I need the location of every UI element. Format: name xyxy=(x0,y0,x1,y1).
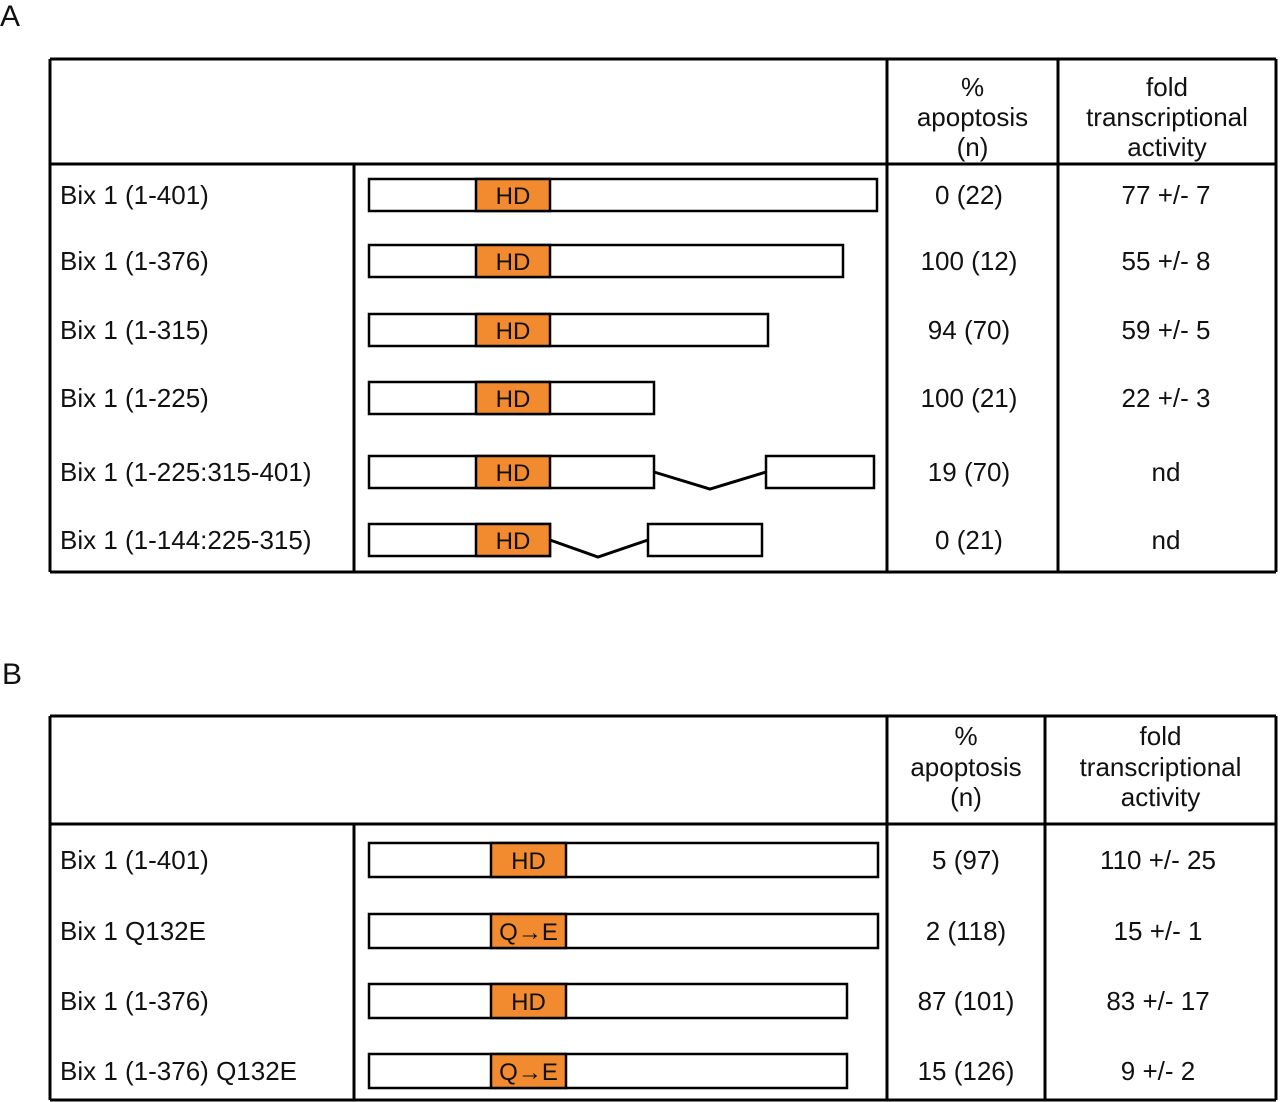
panel-b-header-apoptosis-line: % xyxy=(954,721,977,751)
panel-a-homeodomain-label: HD xyxy=(496,183,531,210)
panel-a-row-label: Bix 1 (1-315) xyxy=(60,315,209,345)
panel-b-row-label: Bix 1 Q132E xyxy=(60,916,206,946)
panel-b-row-label: Bix 1 (1-376) Q132E xyxy=(60,1056,297,1086)
panel-a-protein-segment xyxy=(646,522,764,558)
panel-a-header-activity-line: fold xyxy=(1146,72,1188,102)
panel-a-homeodomain-box xyxy=(474,177,552,213)
panel-a-header-apoptosis-line: apoptosis xyxy=(917,102,1028,132)
panel-b-row-apoptosis-value: 15 (126) xyxy=(918,1056,1015,1086)
panel-a-row-apoptosis-value: 100 (12) xyxy=(921,246,1018,276)
panel-a-homeodomain-label: HD xyxy=(496,528,531,555)
panel-b-homeodomain-label: HD xyxy=(511,848,546,875)
panel-a-row-activity-value: 77 +/- 7 xyxy=(1122,180,1211,210)
panel-a-homeodomain-label: HD xyxy=(496,460,531,487)
panel-a-row-apoptosis-value: 94 (70) xyxy=(928,315,1010,345)
panel-a-homeodomain-box xyxy=(474,454,552,490)
panel-a-row-activity-value: nd xyxy=(1152,457,1181,487)
panel-a-homeodomain-box xyxy=(474,522,552,558)
panel-a-deletion-connector xyxy=(653,470,767,491)
panel-b-header-activity-line: transcriptional xyxy=(1080,752,1242,782)
panel-a-row-activity-value: 59 +/- 5 xyxy=(1122,315,1211,345)
panel-b-homeodomain-box xyxy=(489,912,568,950)
panel-b-header-apoptosis-line: (n) xyxy=(950,782,982,812)
panel-a-homeodomain-box xyxy=(474,312,552,348)
panel-a-row-label: Bix 1 (1-376) xyxy=(60,246,209,276)
panel-a-homeodomain-label: HD xyxy=(496,318,531,345)
panel-b-homeodomain-label: Q→E xyxy=(499,1059,558,1086)
panel-a-homeodomain-box xyxy=(474,380,552,416)
panel-b-row-apoptosis-value: 2 (118) xyxy=(926,916,1006,946)
panel-a-protein-segment xyxy=(764,454,876,490)
panel-b-homeodomain-box xyxy=(489,982,568,1020)
panel-a-protein-segment xyxy=(367,177,879,213)
panel-b-header-apoptosis-line: apoptosis xyxy=(910,752,1021,782)
panel-a-header-activity-line: transcriptional xyxy=(1086,102,1248,132)
panel-a-row-label: Bix 1 (1-225:315-401) xyxy=(60,457,311,487)
panel-b-homeodomain-box xyxy=(489,841,568,879)
panel-b-row-activity-value: 83 +/- 17 xyxy=(1106,986,1209,1016)
panel-a-row-apoptosis-value: 100 (21) xyxy=(921,383,1018,413)
panel-b-protein-segment xyxy=(367,841,880,879)
panel-a-row-label: Bix 1 (1-225) xyxy=(60,383,209,413)
panel-a-protein-segment xyxy=(367,243,845,279)
panel-a-header-activity-line: activity xyxy=(1127,132,1206,162)
panel-b-homeodomain-label: Q→E xyxy=(499,919,558,946)
panel-a-protein-segment xyxy=(367,312,770,348)
panel-b-protein-segment xyxy=(367,982,849,1020)
panel-a-header-apoptosis-line: (n) xyxy=(957,132,989,162)
panel-a-header-apoptosis-line: % xyxy=(961,72,984,102)
panel-b-row-activity-value: 110 +/- 25 xyxy=(1100,845,1216,875)
panel-a-row-activity-value: nd xyxy=(1152,525,1181,555)
panel-b-row-apoptosis-value: 5 (97) xyxy=(932,845,1000,875)
panel-b-header-activity-line: fold xyxy=(1140,721,1182,751)
panel-a-row-apoptosis-value: 19 (70) xyxy=(928,457,1010,487)
panel-a-row-activity-value: 55 +/- 8 xyxy=(1122,246,1211,276)
panel-a-row-apoptosis-value: 0 (21) xyxy=(935,525,1003,555)
panel-b-protein-segment xyxy=(367,912,880,950)
panel-b-protein-segment xyxy=(367,1052,849,1090)
panel-a-letter: A xyxy=(0,0,21,33)
panel-a-row-activity-value: 22 +/- 3 xyxy=(1122,383,1211,413)
panel-b-row-activity-value: 9 +/- 2 xyxy=(1121,1056,1195,1086)
panel-b-letter: B xyxy=(2,658,23,691)
panel-b-header-activity-line: activity xyxy=(1121,782,1200,812)
panel-a-homeodomain-label: HD xyxy=(496,386,531,413)
panel-a-homeodomain-box xyxy=(474,243,552,279)
panel-a-row-apoptosis-value: 0 (22) xyxy=(935,180,1003,210)
panel-b-row-apoptosis-value: 87 (101) xyxy=(918,986,1015,1016)
panel-a-row-label: Bix 1 (1-144:225-315) xyxy=(60,525,311,555)
panel-b-row-label: Bix 1 (1-376) xyxy=(60,986,209,1016)
panel-b-homeodomain-label: HD xyxy=(511,989,546,1016)
panel-b-row-activity-value: 15 +/- 1 xyxy=(1114,916,1203,946)
panel-b-homeodomain-box xyxy=(489,1052,568,1090)
panel-a-deletion-connector xyxy=(549,538,649,559)
panel-a-homeodomain-label: HD xyxy=(496,249,531,276)
panel-a-row-label: Bix 1 (1-401) xyxy=(60,180,209,210)
panel-b-row-label: Bix 1 (1-401) xyxy=(60,845,209,875)
